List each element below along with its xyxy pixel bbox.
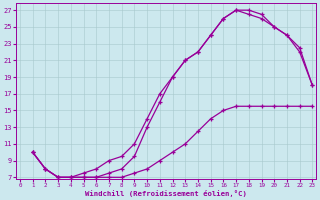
X-axis label: Windchill (Refroidissement éolien,°C): Windchill (Refroidissement éolien,°C)	[85, 190, 247, 197]
